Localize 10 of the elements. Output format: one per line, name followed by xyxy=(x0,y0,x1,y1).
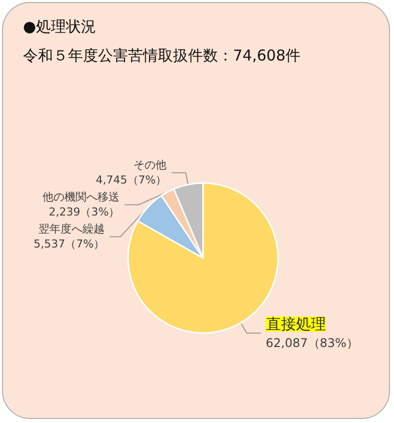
slice-label: その他 xyxy=(134,158,167,172)
slice-label: 他の機関へ移送 xyxy=(42,190,120,204)
data-label: 2,239（3%） xyxy=(48,206,120,219)
data-label: 5,537（7%） xyxy=(34,238,105,251)
slice-label: 直接処理 xyxy=(266,315,326,334)
data-label: 62,087（83%） xyxy=(266,336,358,350)
chart-subtitle: 令和５年度公害苦情取扱件数：74,608件 xyxy=(23,46,300,64)
chart-title: ●処理状況 xyxy=(23,18,96,36)
data-label: 4,745（7%） xyxy=(96,174,167,187)
slice-label: 翌年度へ繰越 xyxy=(38,222,105,236)
